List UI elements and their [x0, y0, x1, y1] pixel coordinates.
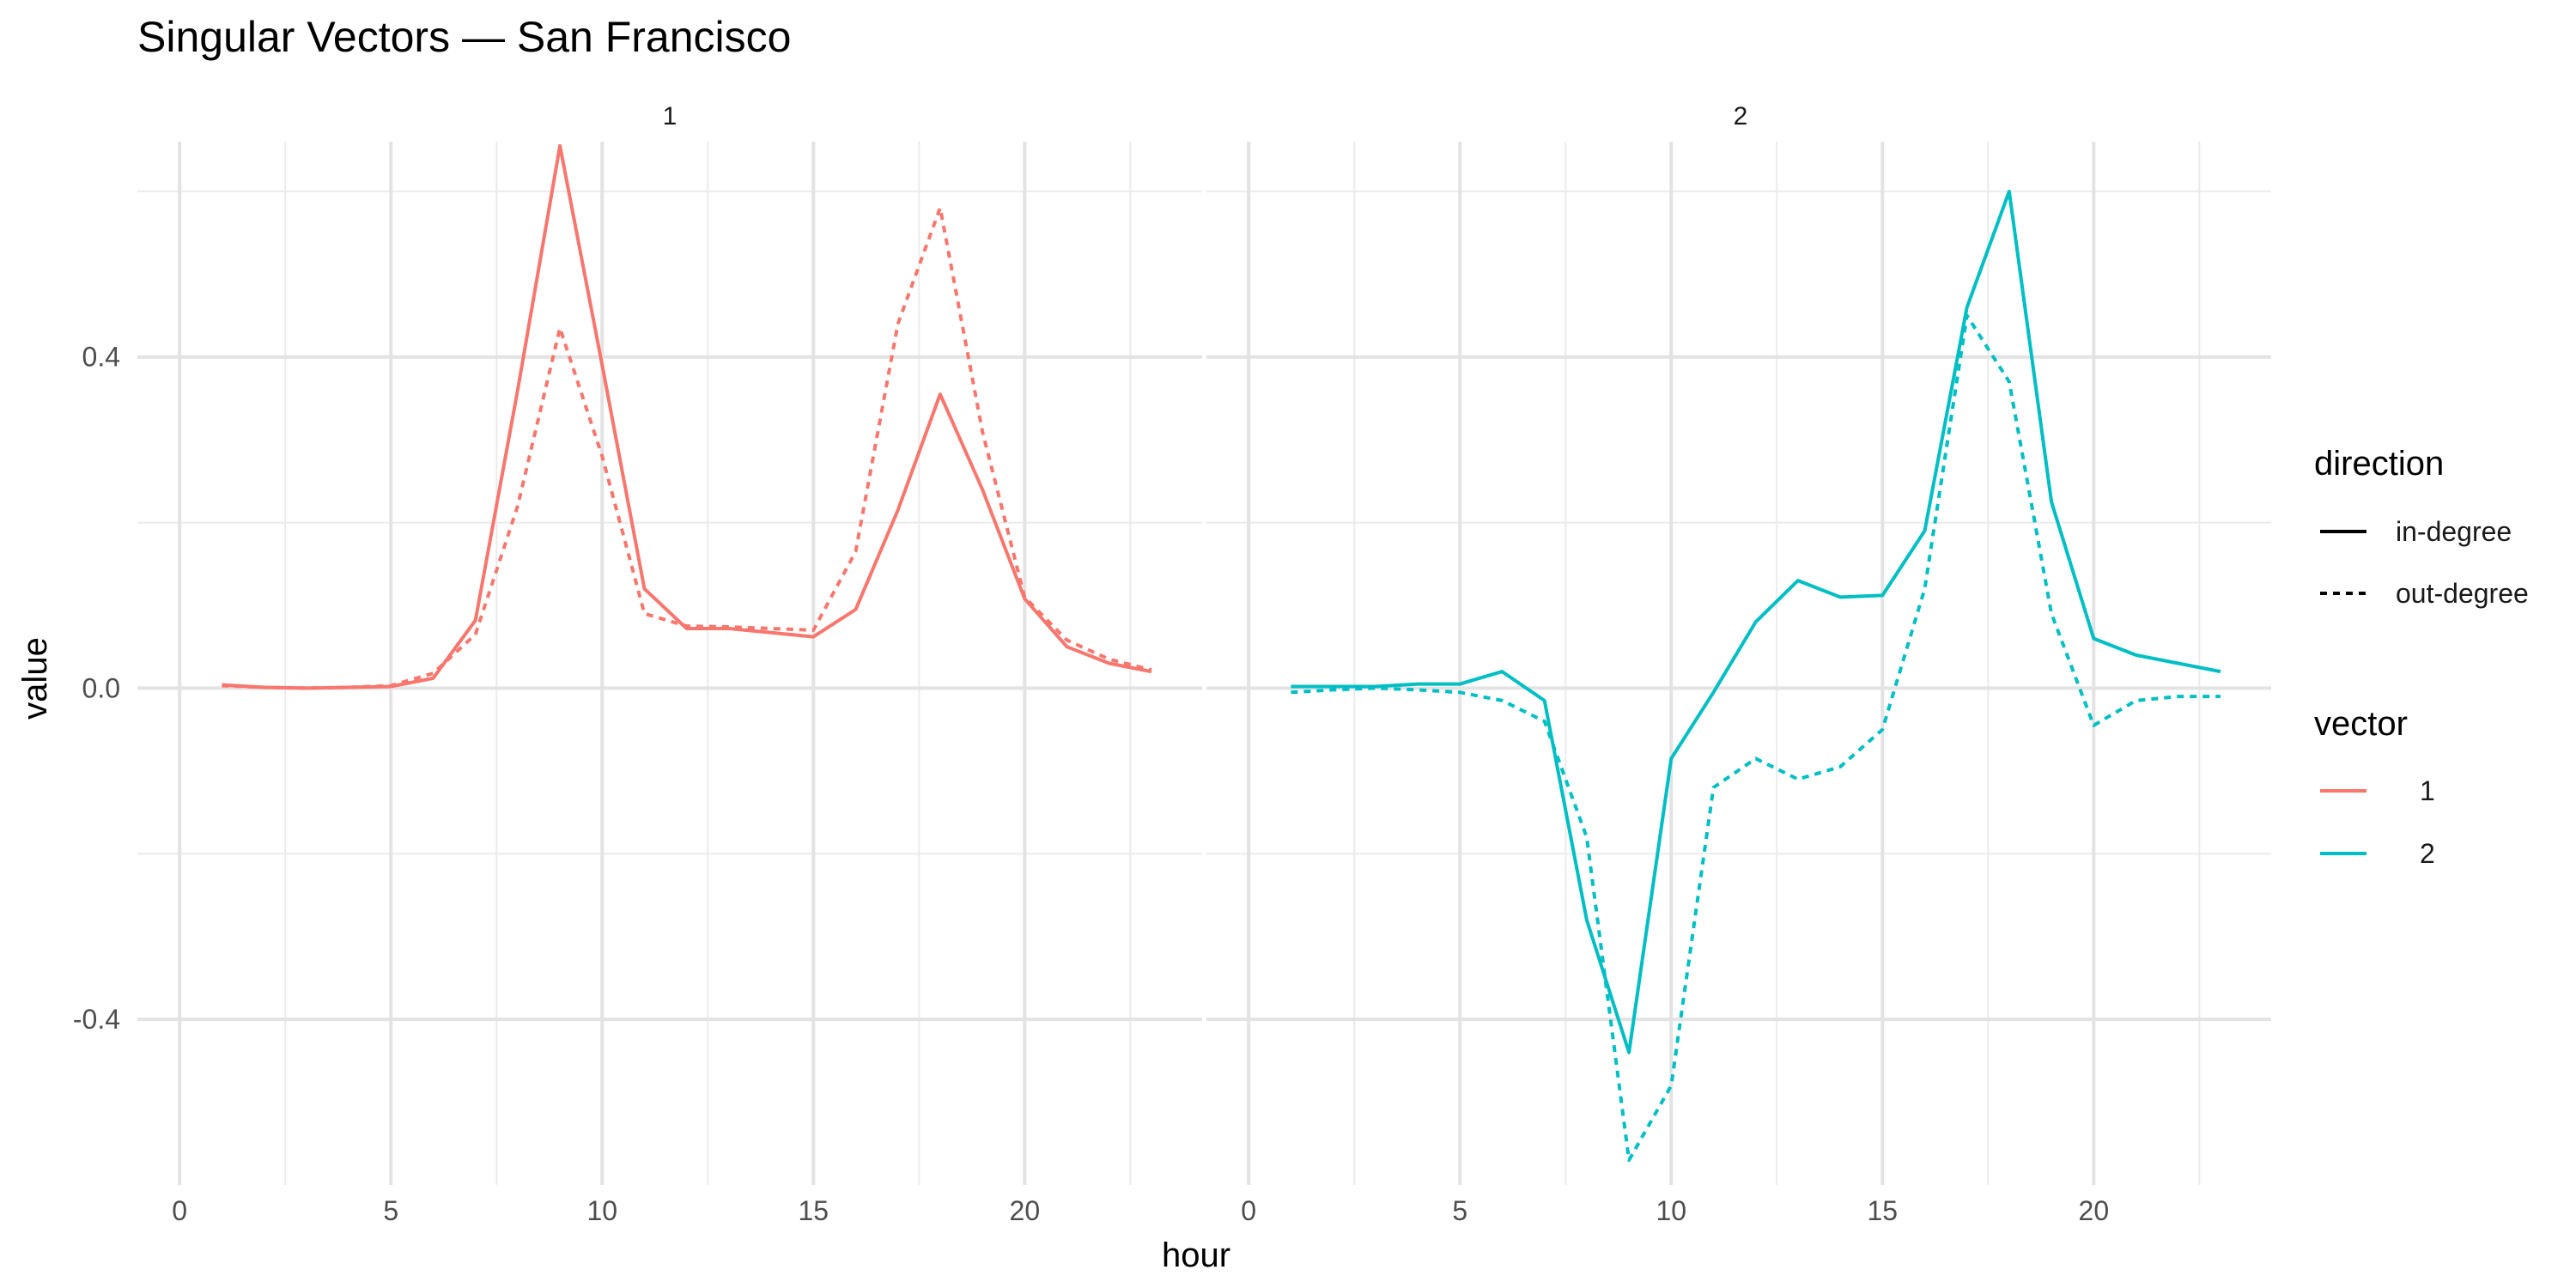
x-tick-label: 0 — [172, 1195, 187, 1226]
series-line-vector-1-in-degree — [222, 143, 1152, 690]
x-axis-title: hour — [1162, 1236, 1230, 1274]
x-tick-label: 15 — [799, 1195, 829, 1226]
legend-title-vector: vector — [2314, 705, 2408, 743]
series-line-vector-2-in-degree — [1291, 189, 2221, 1054]
facet-panel-1: 1 — [137, 102, 1202, 1185]
x-tick-label: 5 — [383, 1195, 398, 1226]
x-tick-label: 10 — [586, 1195, 617, 1226]
legend-label-vector-1: 1 — [2420, 775, 2435, 806]
legend-group-direction: direction in-degree out-degree — [2314, 445, 2529, 609]
legend-group-vector: vector 1 2 — [2314, 705, 2435, 869]
x-tick-label: 20 — [2079, 1195, 2110, 1226]
y-tick-label: 0.0 — [82, 672, 120, 703]
y-axis-ticks: -0.4 0.0 0.4 — [73, 342, 120, 1035]
y-tick-label: 0.4 — [82, 342, 120, 373]
legend-label-vector-2: 2 — [2420, 838, 2435, 869]
series-line-vector-1-out-degree — [222, 206, 1152, 690]
x-tick-label: 0 — [1241, 1195, 1256, 1226]
y-tick-label: -0.4 — [73, 1004, 120, 1035]
x-tick-label: 15 — [1868, 1195, 1899, 1226]
chart-title: Singular Vectors — San Francisco — [137, 13, 791, 61]
legend-label-in-degree: in-degree — [2396, 516, 2512, 547]
x-tick-label: 20 — [1010, 1195, 1041, 1226]
x-axis-ticks: 0 5 10 15 20 0 5 10 15 20 — [172, 1195, 2109, 1226]
legend-label-out-degree: out-degree — [2396, 578, 2529, 609]
facet-strip-label-1: 1 — [663, 102, 677, 131]
x-tick-label: 5 — [1452, 1195, 1467, 1226]
series-line-vector-2-out-degree — [1291, 313, 2221, 1163]
y-axis-title: value — [16, 637, 54, 720]
legend-title-direction: direction — [2314, 445, 2444, 483]
legend: direction in-degree out-degree vector 1 … — [2314, 445, 2529, 869]
facet-panel-2: 2 — [1206, 102, 2271, 1185]
x-tick-label: 10 — [1656, 1195, 1686, 1226]
facet-strip-label-2: 2 — [1734, 102, 1748, 131]
